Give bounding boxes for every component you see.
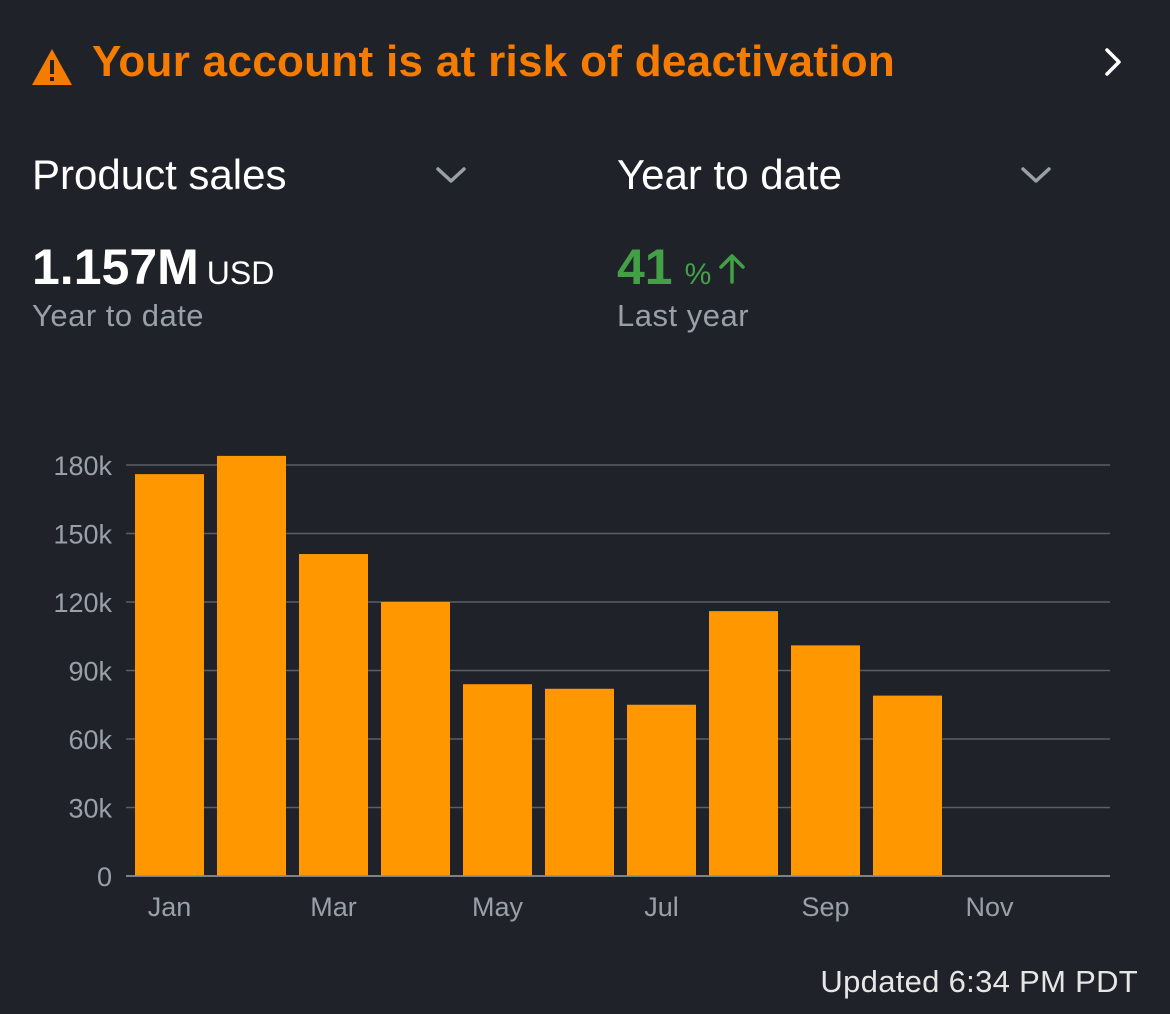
y-tick-label: 120k xyxy=(53,588,112,618)
deactivation-alert[interactable]: Your account is at risk of deactivation xyxy=(30,28,1140,96)
metric-dropdown[interactable]: Product sales xyxy=(32,140,468,210)
arrow-up-icon xyxy=(719,254,746,284)
bar-feb[interactable] xyxy=(217,455,286,876)
bar-aug[interactable] xyxy=(709,611,778,876)
sales-change-unit: % xyxy=(684,258,712,291)
metric-dropdown-label: Product sales xyxy=(32,151,287,198)
chevron-right-icon[interactable] xyxy=(1098,42,1128,82)
x-tick-label: Jul xyxy=(644,892,679,922)
chevron-down-icon xyxy=(1021,167,1051,183)
sales-total: 1.157M USD xyxy=(32,238,274,296)
y-tick-label: 180k xyxy=(53,451,112,481)
x-tick-label: Sep xyxy=(801,892,849,922)
sales-total-value: 1.157M xyxy=(32,239,199,295)
bar-jul[interactable] xyxy=(627,704,696,876)
x-tick-label: Nov xyxy=(965,892,1014,922)
x-tick-label: Jan xyxy=(148,892,192,922)
sales-change-value: 41 xyxy=(617,239,673,295)
period-dropdown-label: Year to date xyxy=(617,151,842,198)
y-tick-label: 30k xyxy=(68,794,112,824)
alert-text: Your account is at risk of deactivation xyxy=(92,37,896,86)
last-updated: Updated 6:34 PM PDT xyxy=(820,964,1138,999)
warning-triangle-icon xyxy=(32,49,72,85)
bar-jun[interactable] xyxy=(545,688,614,876)
y-tick-label: 60k xyxy=(68,725,112,755)
bar-jan[interactable] xyxy=(135,474,204,876)
y-tick-label: 150k xyxy=(53,520,112,550)
period-dropdown[interactable]: Year to date xyxy=(617,140,1053,210)
y-tick-label: 90k xyxy=(68,657,112,687)
bar-mar[interactable] xyxy=(299,554,368,876)
x-tick-label: May xyxy=(472,892,524,922)
chevron-down-icon xyxy=(436,167,466,183)
sales-total-caption: Year to date xyxy=(32,298,205,333)
sales-total-unit: USD xyxy=(206,255,275,291)
y-tick-label: 0 xyxy=(97,862,112,892)
bar-apr[interactable] xyxy=(381,602,450,876)
bar-sep[interactable] xyxy=(791,645,860,876)
bar-oct[interactable] xyxy=(873,695,942,876)
bar-may[interactable] xyxy=(463,684,532,876)
x-tick-label: Mar xyxy=(310,892,357,922)
sales-change: 41% xyxy=(617,238,747,296)
monthly-sales-chart: 0 30k 60k 90k 120k 150k 180k Jan Mar May Jul Sep Nov xyxy=(53,451,1110,922)
sales-change-caption: Last year xyxy=(617,298,750,333)
